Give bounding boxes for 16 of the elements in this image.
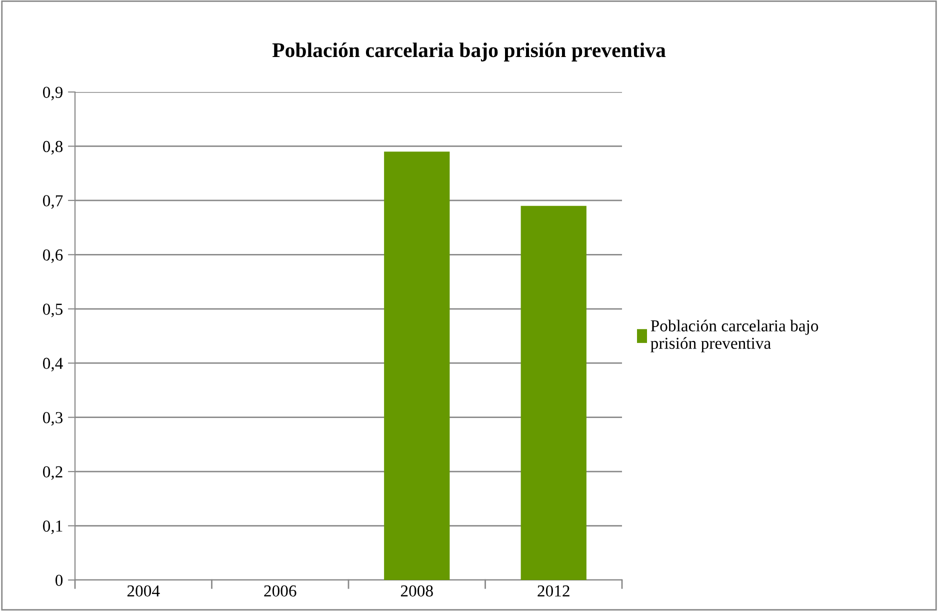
chart-title: Población carcelaria bajo prisión preventiva — [272, 42, 666, 62]
legend-label: Población carcelaria bajo prisión preventiva — [650, 320, 818, 352]
y-tick-label: 0,1 — [42, 520, 62, 534]
x-tick-label: 2008 — [400, 585, 433, 597]
y-tick-label: 0,5 — [42, 304, 63, 318]
y-tick-label: 0 — [55, 574, 63, 586]
y-tick-label: 0,6 — [42, 249, 63, 264]
x-tick-label: 2012 — [538, 585, 570, 597]
y-tick-label: 0,8 — [42, 140, 63, 155]
y-tick-label: 0,4 — [42, 358, 63, 372]
y-tick-label: 0,9 — [42, 86, 63, 100]
y-tick-label: 0,7 — [42, 195, 63, 209]
y-tick-label: 0,3 — [42, 412, 63, 426]
x-tick-label: 2006 — [264, 585, 296, 597]
x-tick-label: 2004 — [127, 585, 160, 597]
y-tick-label: 0,2 — [42, 466, 62, 480]
